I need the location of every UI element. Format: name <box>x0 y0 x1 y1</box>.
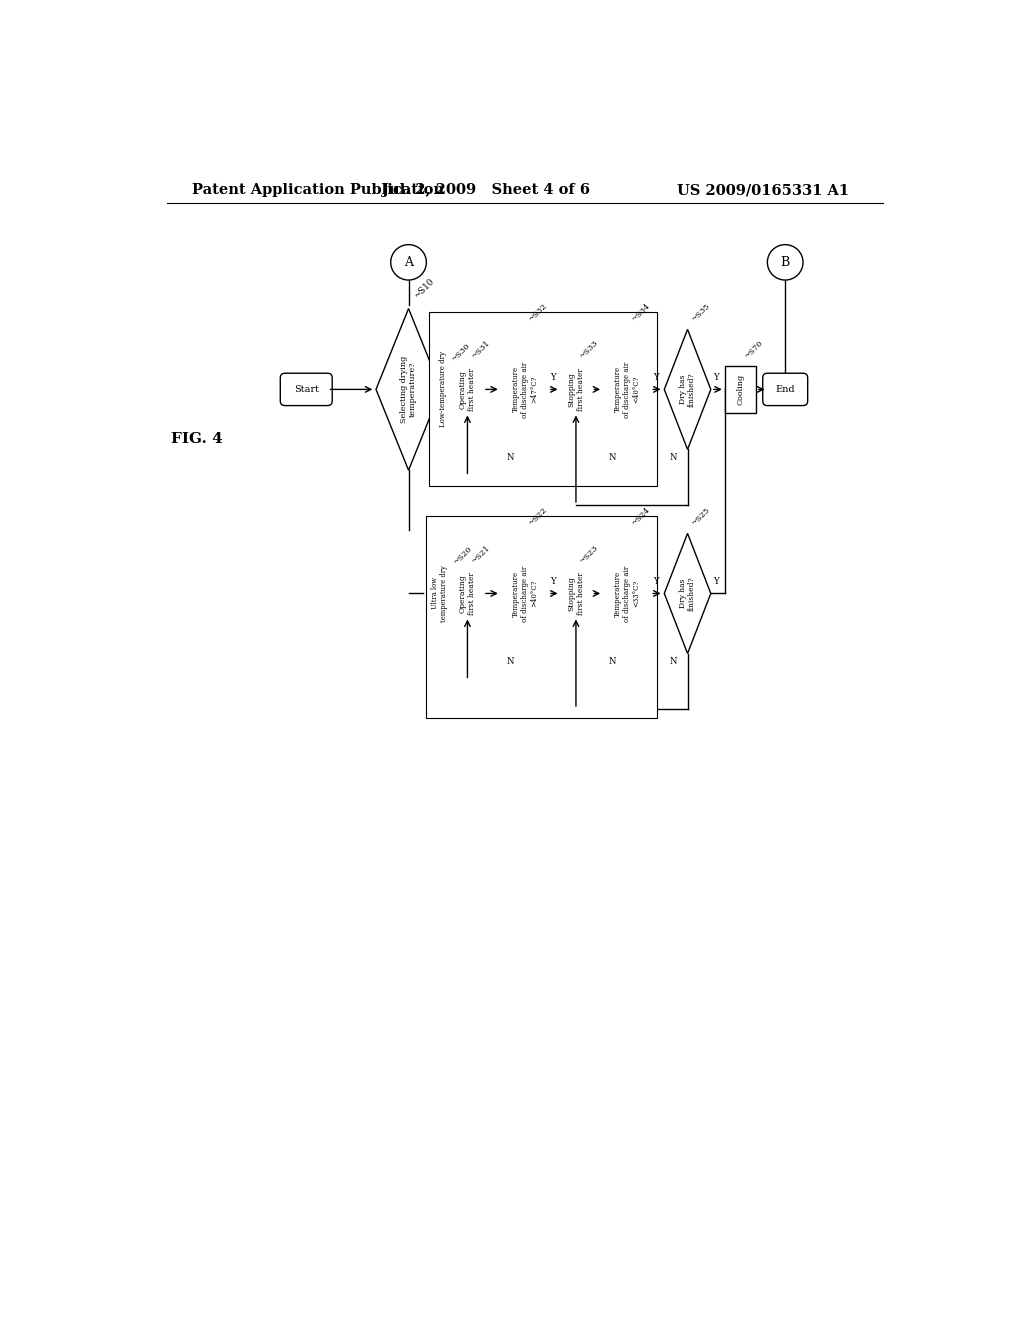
Text: Low-temperature dry: Low-temperature dry <box>439 351 447 428</box>
Text: ~S34: ~S34 <box>630 301 651 323</box>
Text: Y: Y <box>713 577 719 586</box>
Text: Y: Y <box>550 372 556 381</box>
Text: N: N <box>670 453 677 462</box>
Text: Operating
first heater: Operating first heater <box>459 368 476 411</box>
Text: ~S20: ~S20 <box>452 545 473 566</box>
Text: End: End <box>775 385 795 393</box>
Text: Y: Y <box>550 577 556 586</box>
Text: N: N <box>507 657 514 667</box>
Text: Dry has
finished?: Dry has finished? <box>679 576 696 611</box>
Text: Patent Application Publication: Patent Application Publication <box>191 183 443 197</box>
Text: N: N <box>608 453 616 462</box>
FancyBboxPatch shape <box>763 374 808 405</box>
Bar <box>452 367 483 413</box>
Bar <box>429 573 451 615</box>
Text: ~S23: ~S23 <box>579 544 600 565</box>
Text: ~S70: ~S70 <box>742 339 764 360</box>
Text: ~S35: ~S35 <box>690 302 712 323</box>
Bar <box>560 570 592 616</box>
Text: ~S21: ~S21 <box>470 544 492 565</box>
Text: Selecting drying
temperature?: Selecting drying temperature? <box>400 356 417 422</box>
Bar <box>452 570 483 616</box>
Text: ~S22: ~S22 <box>527 506 549 527</box>
Text: ~S32: ~S32 <box>527 301 549 323</box>
FancyBboxPatch shape <box>281 374 332 405</box>
Text: B: B <box>780 256 790 269</box>
Text: FIG. 4: FIG. 4 <box>171 433 222 446</box>
Polygon shape <box>665 533 711 653</box>
Bar <box>432 368 455 411</box>
Text: Start: Start <box>294 385 318 393</box>
Text: ~S10: ~S10 <box>413 277 436 301</box>
Ellipse shape <box>391 244 426 280</box>
Ellipse shape <box>767 244 803 280</box>
Text: Temperature
of discharge air
>47°C?: Temperature of discharge air >47°C? <box>512 362 538 417</box>
Text: Stopping
first heater: Stopping first heater <box>567 368 585 411</box>
Text: Y: Y <box>713 372 719 381</box>
Text: US 2009/0165331 A1: US 2009/0165331 A1 <box>677 183 849 197</box>
Bar <box>725 367 756 413</box>
Text: Stopping
first heater: Stopping first heater <box>567 572 585 615</box>
Bar <box>426 516 656 718</box>
Text: N: N <box>670 657 677 667</box>
Text: Y: Y <box>652 372 658 381</box>
Text: Temperature
of discharge air
<40°C?: Temperature of discharge air <40°C? <box>614 362 640 417</box>
Polygon shape <box>665 330 711 450</box>
Text: ~S31: ~S31 <box>470 339 492 360</box>
Bar <box>429 313 656 486</box>
Polygon shape <box>502 330 548 450</box>
Text: ~S33: ~S33 <box>579 339 600 360</box>
Text: N: N <box>507 453 514 462</box>
Text: Temperature
of discharge air
>40°C?: Temperature of discharge air >40°C? <box>512 565 538 622</box>
Text: Cooling: Cooling <box>736 374 744 405</box>
Polygon shape <box>502 533 548 653</box>
Text: Dry has
finished?: Dry has finished? <box>679 372 696 407</box>
Polygon shape <box>604 533 650 653</box>
Text: Jul. 2, 2009   Sheet 4 of 6: Jul. 2, 2009 Sheet 4 of 6 <box>382 183 590 197</box>
Text: Ultra low
temperature dry: Ultra low temperature dry <box>431 565 449 622</box>
Text: ~S30: ~S30 <box>450 342 471 363</box>
Text: Temperature
of discharge air
<33°C?: Temperature of discharge air <33°C? <box>614 565 640 622</box>
Polygon shape <box>604 330 650 450</box>
Bar <box>560 367 592 413</box>
Polygon shape <box>376 309 441 470</box>
Text: Y: Y <box>652 577 658 586</box>
Text: A: A <box>404 256 413 269</box>
Text: ~S25: ~S25 <box>690 506 712 527</box>
Text: ~S24: ~S24 <box>630 506 651 527</box>
Text: N: N <box>608 657 616 667</box>
Text: Operating
first heater: Operating first heater <box>459 572 476 615</box>
